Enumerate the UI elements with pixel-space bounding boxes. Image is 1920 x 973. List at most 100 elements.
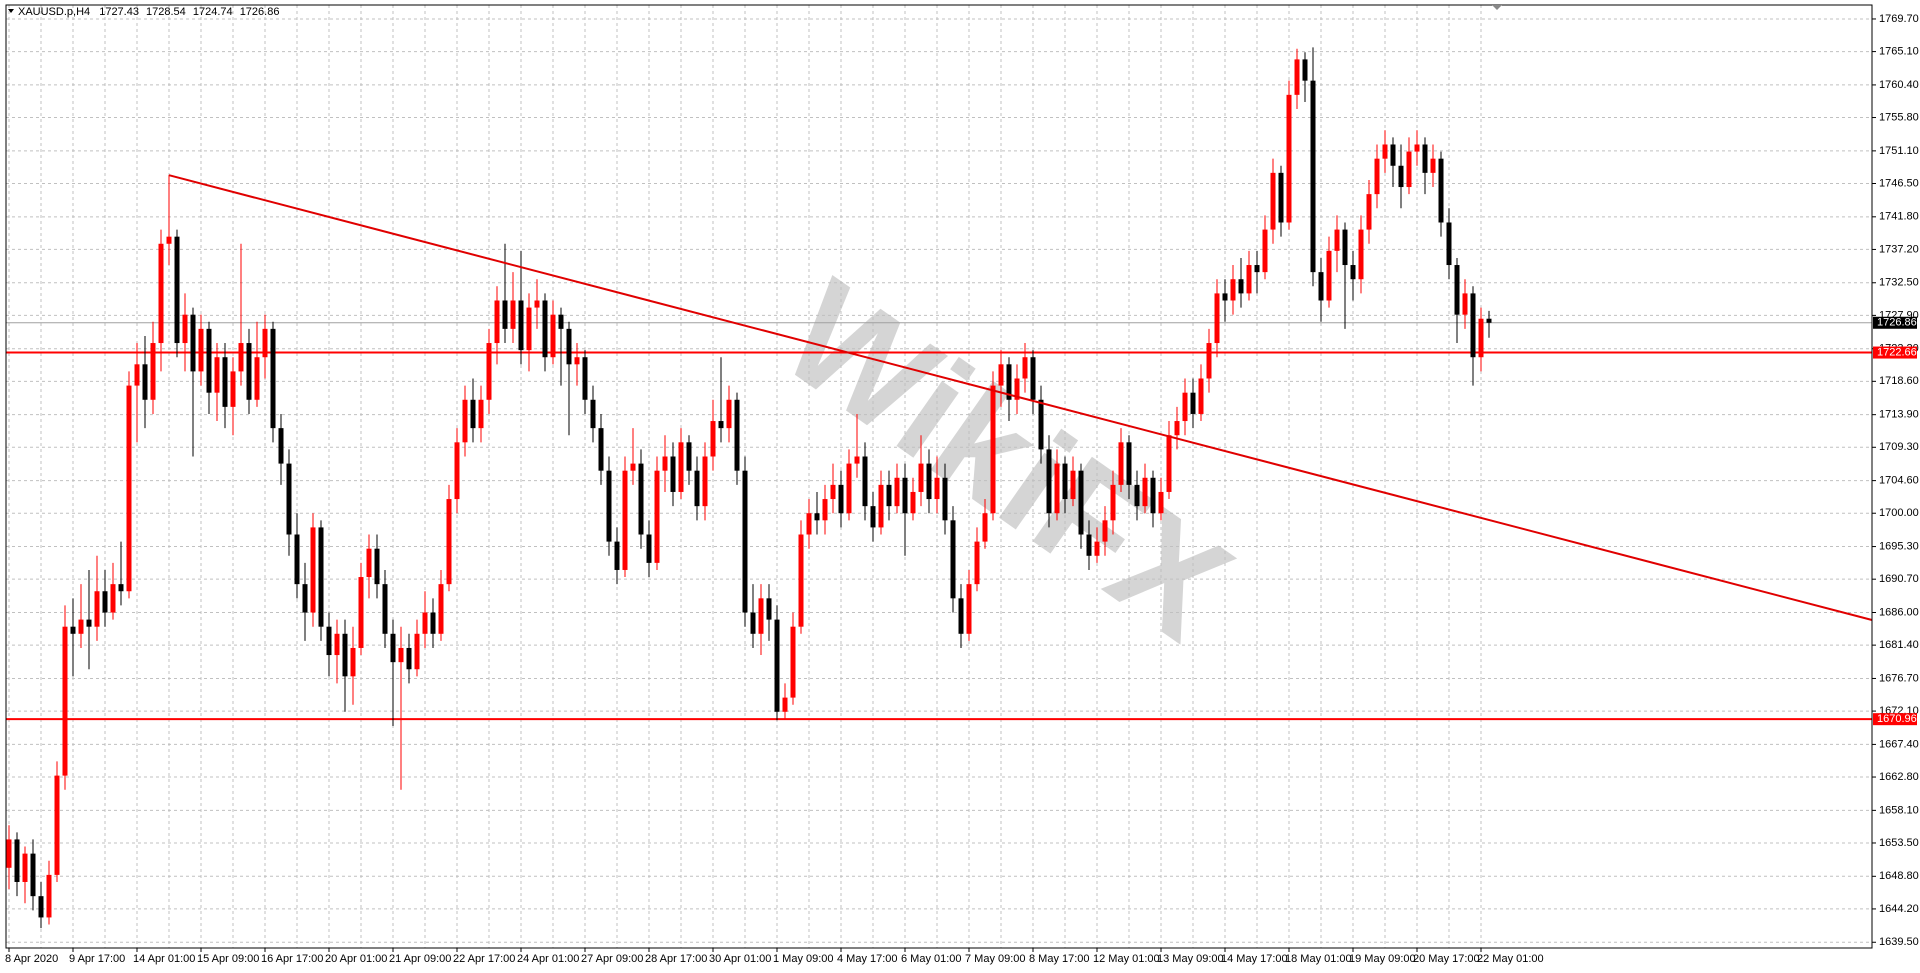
candle-body — [1054, 463, 1060, 514]
candle-body — [1102, 520, 1108, 542]
x-tick-label: 1 May 09:00 — [773, 953, 834, 965]
x-tick-label: 14 Apr 01:00 — [133, 953, 195, 965]
candle-body — [278, 428, 284, 464]
candle-body — [790, 626, 796, 698]
candle-body — [374, 548, 380, 585]
candle-body — [1470, 293, 1476, 358]
candle-body — [822, 499, 828, 521]
candle-body — [686, 442, 692, 471]
candle-body — [238, 343, 244, 372]
candle-body — [902, 477, 908, 514]
candle-body — [1174, 421, 1180, 436]
candle-body — [126, 385, 132, 592]
x-tick-label: 8 Apr 2020 — [5, 953, 58, 965]
candle-body — [942, 477, 948, 521]
candle-body — [854, 456, 860, 464]
candle-body — [646, 534, 652, 563]
candle-body — [22, 853, 28, 882]
candle-body — [246, 343, 252, 400]
candle-body — [358, 577, 364, 648]
candle-body — [1302, 59, 1308, 81]
candle-body — [174, 236, 180, 344]
symbol: XAUUSD.p,H4 — [18, 6, 90, 18]
candle-body — [1198, 378, 1204, 414]
ohlc-low: 1724.74 — [193, 6, 233, 18]
candle-body — [70, 626, 76, 634]
candle-body — [518, 300, 524, 351]
candle-body — [638, 463, 644, 535]
candle-body — [886, 484, 892, 507]
candle-body — [1390, 144, 1396, 166]
candle-body — [118, 584, 124, 592]
candle-body — [510, 300, 516, 329]
candle-body — [630, 463, 636, 471]
candle-body — [910, 491, 916, 514]
candle-body — [1086, 534, 1092, 556]
candle-body — [750, 612, 756, 634]
candle-body — [806, 513, 812, 535]
candle-body — [678, 442, 684, 492]
x-tick-label: 18 May 01:00 — [1285, 953, 1352, 965]
candle-body — [1022, 357, 1028, 379]
y-tick-label: 1741.80 — [1879, 211, 1919, 223]
candle-body — [1062, 463, 1068, 500]
candle-body — [1478, 318, 1484, 358]
level-label-box — [1873, 346, 1917, 359]
candle-body — [1206, 343, 1212, 379]
y-tick-label: 1704.60 — [1879, 475, 1919, 487]
x-tick-label: 19 May 09:00 — [1349, 953, 1416, 965]
candle-body — [870, 506, 876, 528]
candle-body — [614, 541, 620, 570]
candle-body — [142, 364, 148, 400]
candle-body — [726, 399, 732, 429]
candle-body — [494, 300, 500, 344]
candle-body — [766, 598, 772, 620]
candle-body — [758, 598, 764, 634]
x-tick-label: 8 May 17:00 — [1029, 953, 1090, 965]
y-tick-label: 1718.60 — [1879, 375, 1919, 387]
candle-body — [398, 647, 404, 663]
candle-body — [30, 853, 36, 897]
y-tick-label: 1676.70 — [1879, 672, 1919, 684]
candle-body — [1118, 442, 1124, 485]
candle-body — [622, 470, 628, 570]
candle-body — [566, 328, 572, 365]
x-tick-label: 16 Apr 17:00 — [261, 953, 323, 965]
candle-body — [1150, 477, 1156, 514]
shift-marker[interactable] — [1492, 5, 1502, 10]
candle-body — [302, 584, 308, 613]
candle-body — [1078, 470, 1084, 535]
candle-body — [486, 343, 492, 400]
candle-body — [710, 421, 716, 457]
y-tick-label: 1648.80 — [1879, 870, 1919, 882]
y-tick-label: 1732.50 — [1879, 277, 1919, 289]
candle-body — [54, 775, 60, 875]
candle-body — [1230, 279, 1236, 301]
candle-body — [38, 896, 44, 918]
candle-body — [422, 612, 428, 634]
candle-body — [670, 456, 676, 492]
candle-body — [926, 463, 932, 500]
candle-body — [998, 364, 1004, 386]
price-label-box — [1873, 316, 1917, 329]
level-label: 1722.66 — [1877, 346, 1917, 358]
y-tick-label: 1658.10 — [1879, 804, 1919, 816]
candle-body — [390, 633, 396, 663]
candle-body — [1070, 470, 1076, 500]
candle-body — [430, 612, 436, 634]
collapse-arrow[interactable] — [8, 9, 14, 13]
candle-body — [206, 328, 212, 393]
y-tick-label: 1653.50 — [1879, 837, 1919, 849]
candle-body — [1486, 318, 1492, 323]
candle-body — [478, 399, 484, 429]
candle-body — [526, 307, 532, 351]
candle-body — [694, 470, 700, 507]
candle-body — [470, 399, 476, 429]
candle-body — [1278, 172, 1284, 223]
candle-body — [214, 357, 220, 393]
y-tick-label: 1686.00 — [1879, 606, 1919, 618]
candle-body — [150, 343, 156, 400]
candle-body — [1238, 279, 1244, 294]
y-tick-label: 1709.30 — [1879, 441, 1919, 453]
candle-body — [1462, 293, 1468, 315]
